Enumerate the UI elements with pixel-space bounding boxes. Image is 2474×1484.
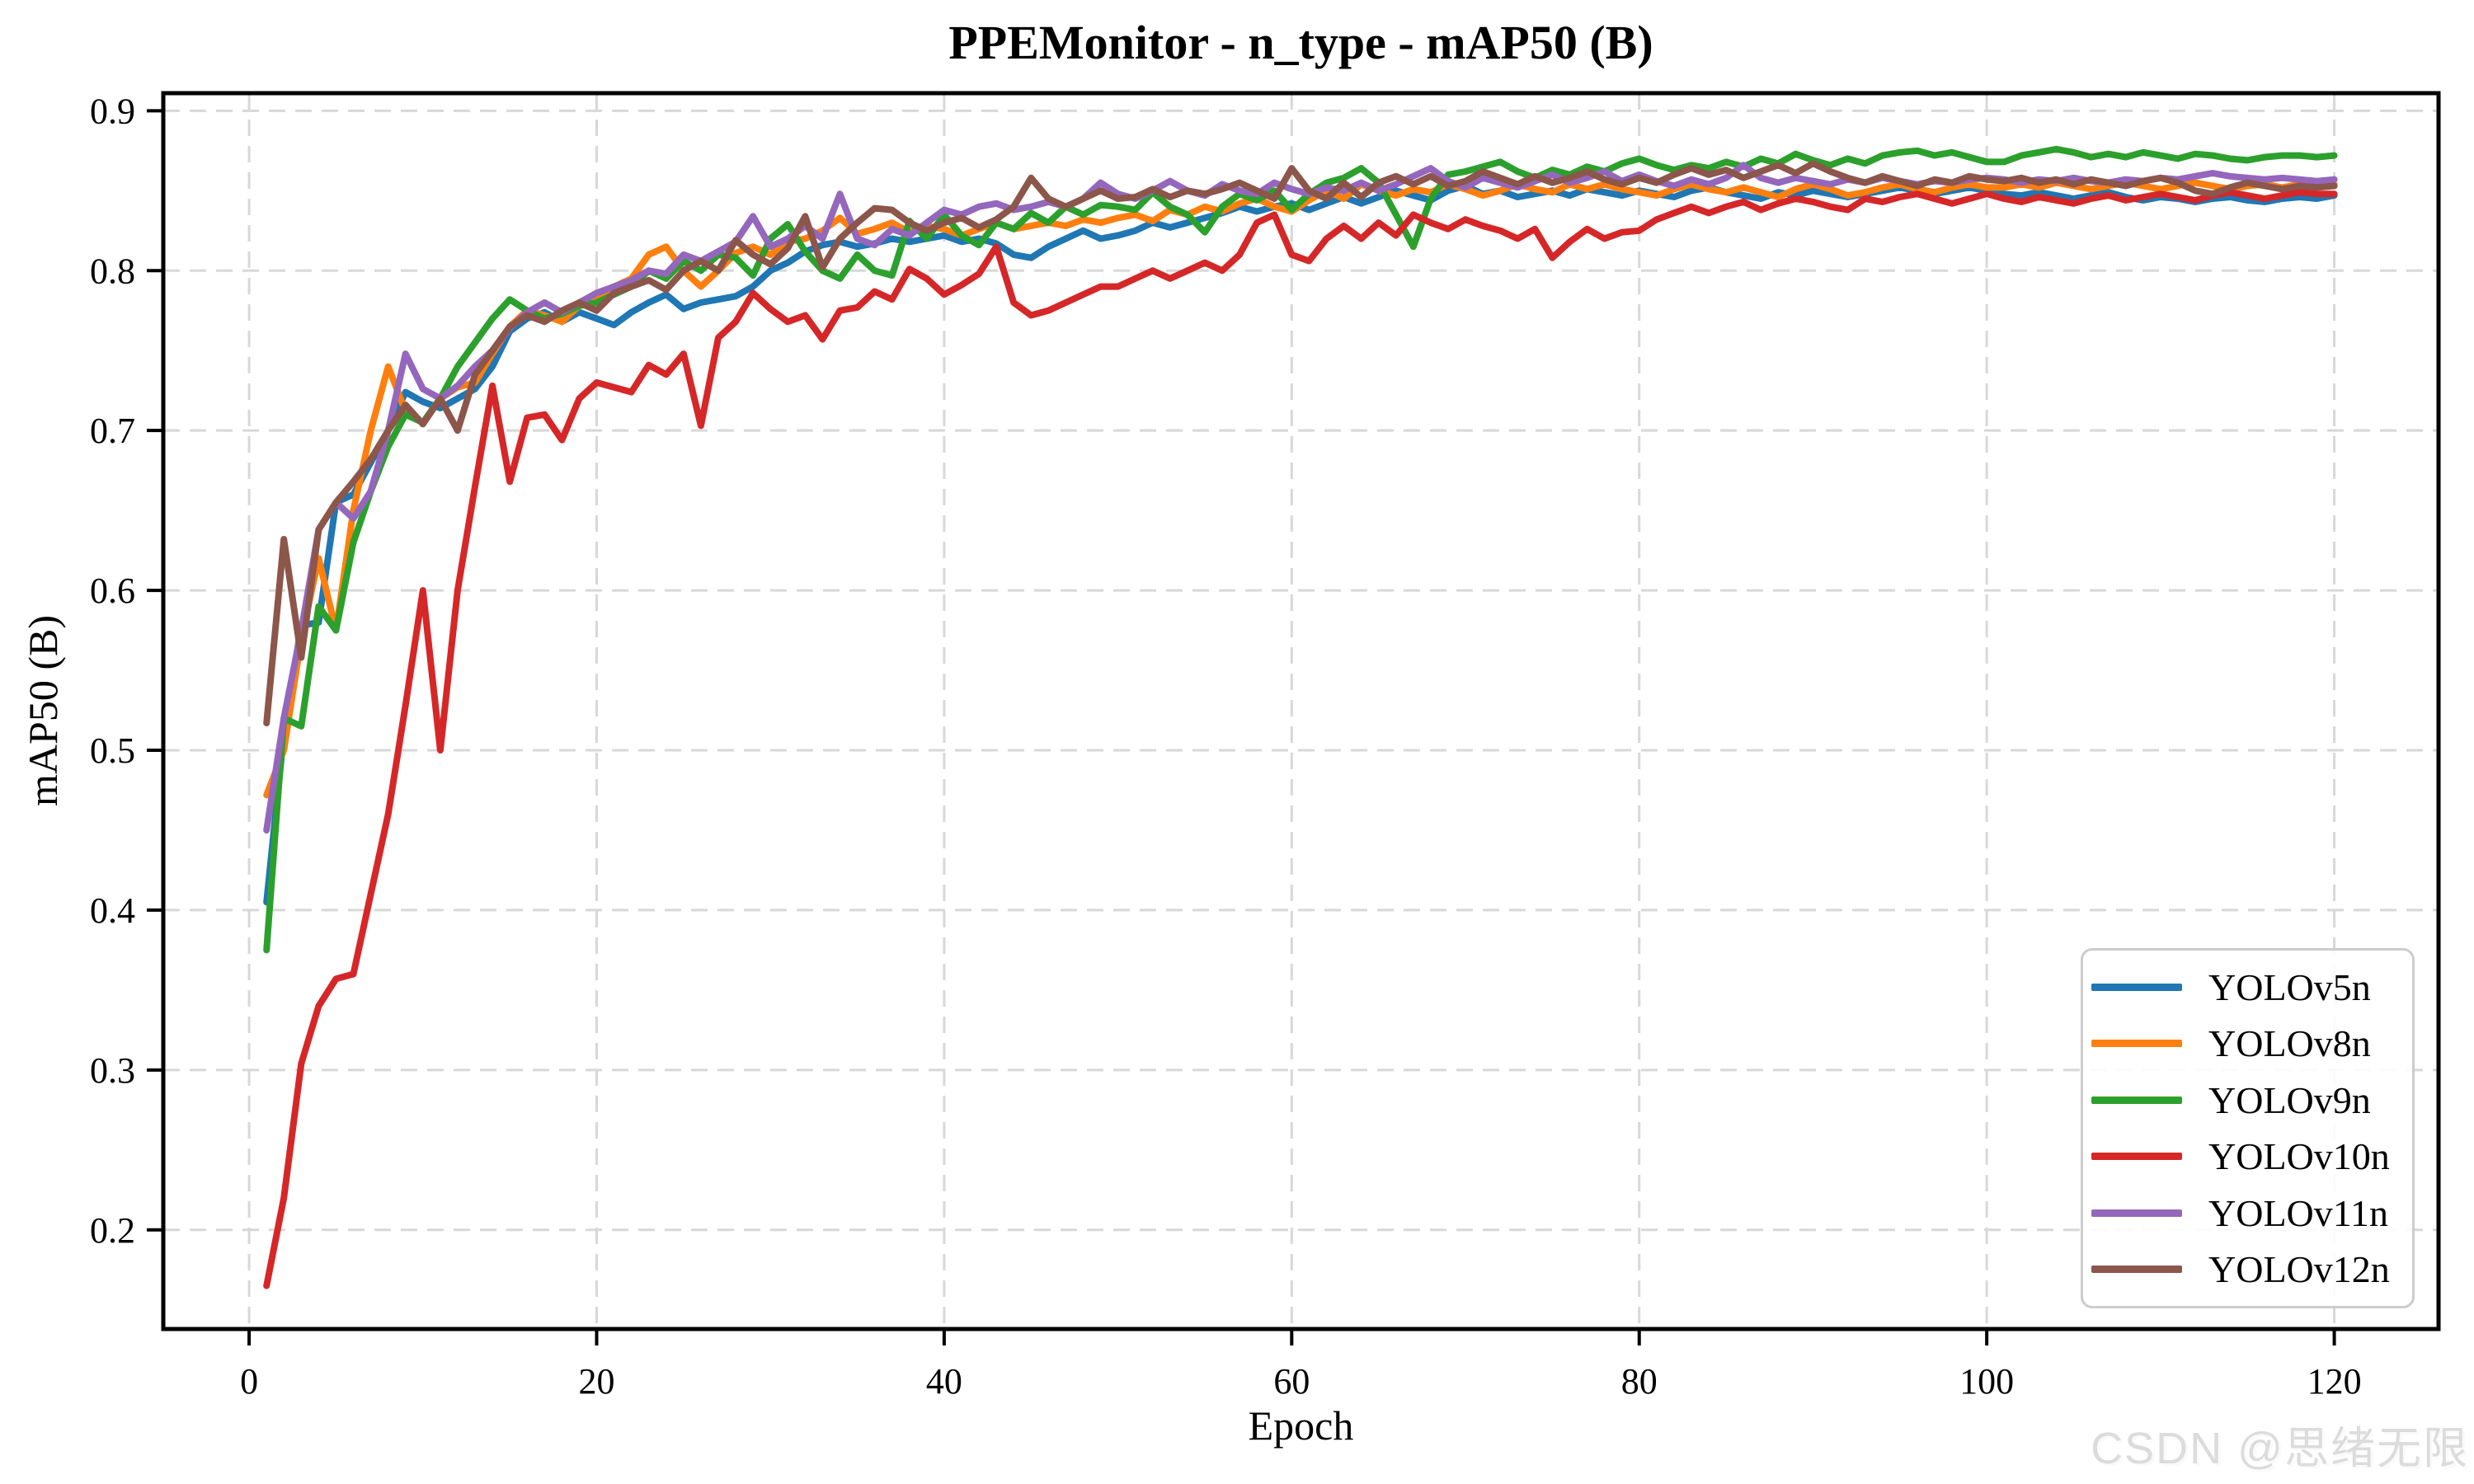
- x-tick-label: 120: [2307, 1361, 2362, 1402]
- x-tick-label: 0: [240, 1361, 258, 1402]
- legend-label: YOLOv10n: [2208, 1135, 2390, 1178]
- legend-item-yolov11n: YOLOv11n: [2083, 1187, 2412, 1238]
- x-tick-label: 80: [1621, 1361, 1658, 1402]
- y-tick-label: 0.4: [90, 890, 135, 931]
- axes-spines: [161, 91, 2441, 1331]
- legend-item-yolov5n: YOLOv5n: [2083, 961, 2412, 1012]
- y-tick-label: 0.7: [90, 411, 135, 451]
- watermark: CSDN @思绪无限: [2091, 1424, 2469, 1473]
- legend-item-yolov12n: YOLOv12n: [2083, 1244, 2412, 1295]
- x-axis-label: Epoch: [1248, 1402, 1354, 1449]
- x-tick-label: 60: [1273, 1361, 1310, 1402]
- y-axis-label: mAP50 (B): [20, 615, 66, 806]
- series-line-yolov8n: [263, 179, 2338, 799]
- x-tick-label: 20: [579, 1361, 615, 1402]
- legend-item-yolov9n: YOLOv9n: [2083, 1074, 2412, 1125]
- y-tick-label: 0.5: [90, 730, 135, 771]
- series-line-yolov9n: [263, 145, 2338, 954]
- series-line-yolov5n: [263, 182, 2338, 906]
- y-tick-label: 0.9: [90, 91, 135, 131]
- y-tick-label: 0.6: [90, 571, 135, 611]
- legend-label: YOLOv9n: [2208, 1078, 2371, 1121]
- legend-item-yolov8n: YOLOv8n: [2083, 1018, 2412, 1069]
- y-tick-label: 0.8: [90, 251, 135, 291]
- legend: YOLOv5n YOLOv8n YOLOv9n YOLOv10n YOLOv11n YOL…: [2081, 948, 2415, 1308]
- legend-label: YOLOv12n: [2208, 1248, 2390, 1291]
- legend-swatch-yolov11n: [2091, 1209, 2182, 1217]
- legend-swatch-yolov8n: [2091, 1040, 2182, 1048]
- legend-swatch-yolov12n: [2091, 1266, 2182, 1274]
- y-tick-label: 0.3: [90, 1050, 135, 1091]
- x-tick-label: 100: [1959, 1361, 2014, 1402]
- series-line-yolov12n: [263, 160, 2338, 726]
- legend-label: YOLOv8n: [2208, 1022, 2371, 1065]
- legend-swatch-yolov9n: [2091, 1096, 2182, 1104]
- y-tick-label: 0.2: [90, 1210, 135, 1251]
- legend-label: YOLOv11n: [2208, 1191, 2389, 1234]
- series-line-yolov11n: [263, 162, 2338, 834]
- series-line-yolov10n: [263, 189, 2338, 1289]
- legend-item-yolov10n: YOLOv10n: [2083, 1131, 2412, 1182]
- x-tick-label: 40: [926, 1361, 962, 1402]
- legend-swatch-yolov5n: [2091, 983, 2182, 991]
- legend-label: YOLOv5n: [2208, 965, 2371, 1008]
- legend-swatch-yolov10n: [2091, 1153, 2182, 1161]
- chart-title: PPEMonitor - n_type - mAP50 (B): [948, 16, 1653, 69]
